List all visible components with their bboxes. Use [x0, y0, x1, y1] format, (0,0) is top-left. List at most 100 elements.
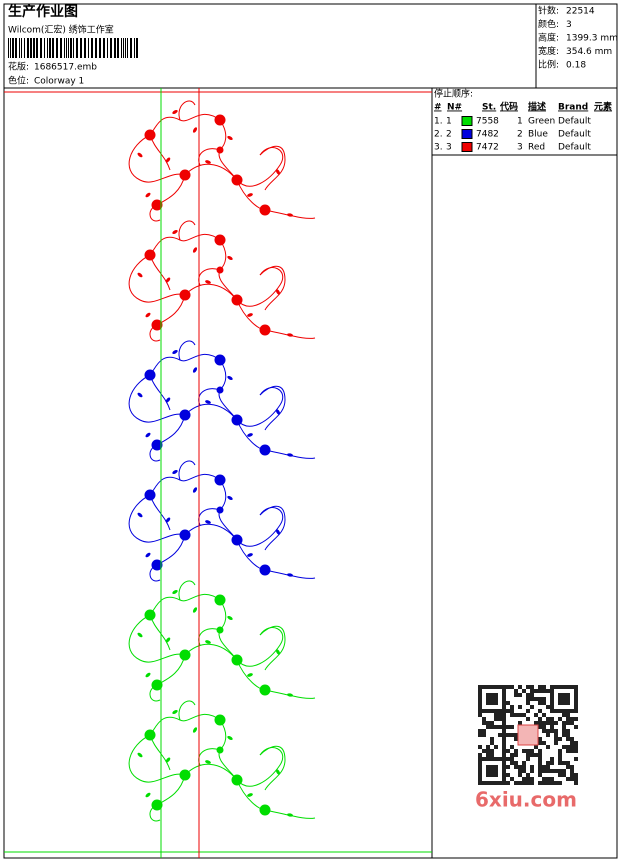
qr-module: [538, 717, 542, 721]
qr-module: [566, 777, 570, 781]
qr-module: [478, 705, 482, 709]
qr-module: [574, 705, 578, 709]
qr-module: [494, 757, 498, 761]
qr-module: [490, 753, 494, 757]
row-n: 1: [446, 117, 452, 127]
qr-module: [522, 689, 526, 693]
qr-module: [574, 689, 578, 693]
qr-module: [574, 697, 578, 701]
qr-module: [506, 685, 510, 689]
bar: [40, 38, 42, 58]
qr-module: [566, 761, 570, 765]
stat-label: 针数:: [538, 5, 559, 17]
qr-module: [558, 685, 562, 689]
bar: [56, 38, 58, 58]
qr-module: [542, 697, 546, 701]
bar: [110, 38, 112, 58]
column-header: 代码: [499, 101, 518, 113]
qr-module: [558, 761, 562, 765]
qr-module: [566, 709, 570, 713]
bar: [19, 38, 20, 58]
qr-module: [506, 733, 510, 737]
qr-module: [498, 757, 502, 761]
qr-module: [550, 781, 554, 785]
qr-module: [514, 753, 518, 757]
qr-module: [530, 781, 534, 785]
qr-module: [510, 753, 514, 757]
qr-module: [490, 741, 494, 745]
qr-module: [514, 761, 518, 765]
qr-module: [538, 753, 542, 757]
qr-module: [538, 769, 542, 773]
qr-module: [542, 769, 546, 773]
qr-module: [566, 745, 570, 749]
qr-module: [502, 737, 506, 741]
color-swatch: [461, 142, 473, 152]
bar: [103, 38, 105, 58]
qr-module: [490, 757, 494, 761]
bar: [66, 38, 67, 58]
qr-module: [538, 765, 542, 769]
qr-module: [570, 765, 574, 769]
bar: [70, 38, 72, 58]
qr-module: [570, 773, 574, 777]
qr-module: [538, 721, 542, 725]
qr-module: [478, 701, 482, 705]
barcode: [8, 38, 138, 58]
qr-module: [478, 781, 482, 785]
qr-module: [490, 701, 494, 705]
qr-module: [518, 713, 522, 717]
qr-module: [554, 781, 558, 785]
qr-module: [498, 709, 502, 713]
qr-module: [486, 721, 490, 725]
qr-module: [558, 769, 562, 773]
qr-module: [502, 685, 506, 689]
row-brand: Default: [558, 130, 591, 140]
studio: Wilcom(汇宏) 绣饰工作室: [8, 24, 114, 36]
color-swatch: [461, 116, 473, 126]
qr-module: [554, 685, 558, 689]
qr-module: [570, 741, 574, 745]
qr-module: [486, 685, 490, 689]
qr-module: [546, 745, 550, 749]
row-index: 1.: [434, 117, 443, 127]
qr-module: [574, 757, 578, 761]
qr-module: [550, 717, 554, 721]
qr-module: [478, 753, 482, 757]
bar: [49, 38, 51, 58]
qr-module: [566, 685, 570, 689]
qr-module: [478, 709, 482, 713]
qr-module: [530, 689, 534, 693]
qr-module: [518, 781, 522, 785]
qr-module: [542, 721, 546, 725]
qr-module: [498, 733, 502, 737]
qr-module: [490, 781, 494, 785]
qr-module: [478, 693, 482, 697]
row-desc: Blue: [528, 130, 548, 140]
stat-label: 比例:: [538, 59, 559, 71]
qr-module: [490, 697, 494, 701]
row-stitches: 7482: [476, 130, 499, 140]
qr-module: [574, 709, 578, 713]
qr-module: [506, 725, 510, 729]
qr-module: [530, 769, 534, 773]
qr-module: [494, 725, 498, 729]
qr-module: [550, 761, 554, 765]
qr-module: [566, 765, 570, 769]
row-code: 2: [517, 130, 523, 140]
qr-module: [502, 717, 506, 721]
qr-module: [482, 729, 486, 733]
qr-module: [566, 701, 570, 705]
qr-module: [486, 709, 490, 713]
column-header: 元素: [594, 101, 612, 113]
qr-module: [526, 777, 530, 781]
qr-module: [538, 709, 542, 713]
qr-module: [542, 765, 546, 769]
qr-module: [478, 757, 482, 761]
column-header: N#: [447, 103, 462, 113]
qr-module: [574, 717, 578, 721]
qr-module: [522, 761, 526, 765]
qr-module: [502, 697, 506, 701]
qr-module: [530, 693, 534, 697]
qr-module: [486, 753, 490, 757]
